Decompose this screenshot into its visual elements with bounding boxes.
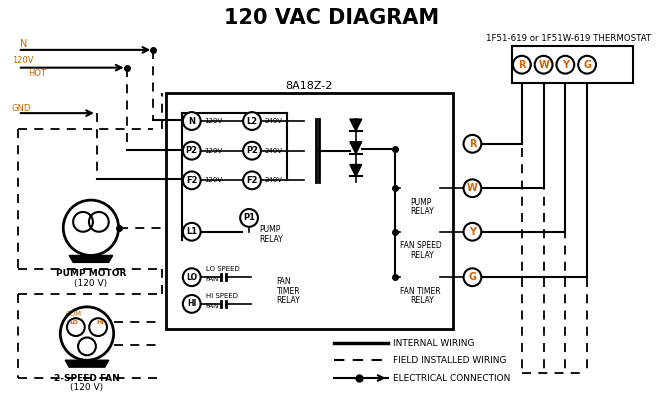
Text: N: N — [20, 39, 27, 49]
Circle shape — [243, 171, 261, 189]
Text: HOT: HOT — [27, 69, 46, 78]
Text: (120 V): (120 V) — [74, 279, 107, 287]
Text: 120V: 120V — [204, 147, 222, 154]
Text: FAN: FAN — [277, 277, 291, 286]
Text: PUMP MOTOR: PUMP MOTOR — [56, 269, 126, 278]
Circle shape — [513, 56, 531, 74]
Circle shape — [183, 112, 200, 130]
Text: RELAY: RELAY — [410, 251, 434, 260]
Text: RELAY: RELAY — [410, 296, 434, 305]
Bar — [512, 46, 632, 83]
Text: LO: LO — [70, 320, 78, 325]
Text: RELAY: RELAY — [277, 296, 300, 305]
Circle shape — [183, 295, 200, 313]
Text: FAN TIMER: FAN TIMER — [400, 287, 441, 295]
Circle shape — [183, 223, 200, 241]
Text: Y: Y — [562, 59, 569, 70]
Text: HI: HI — [96, 320, 104, 325]
Text: LO SPEED: LO SPEED — [206, 266, 239, 272]
Text: RELAY: RELAY — [259, 235, 283, 244]
Text: GND: GND — [12, 103, 31, 113]
Text: TIMER: TIMER — [277, 287, 300, 295]
Text: G: G — [583, 59, 591, 70]
Text: 240V: 240V — [265, 177, 283, 184]
Text: R: R — [518, 59, 525, 70]
Text: PUMP: PUMP — [410, 198, 431, 207]
Circle shape — [535, 56, 553, 74]
Circle shape — [183, 142, 200, 160]
Circle shape — [464, 223, 481, 241]
Polygon shape — [350, 142, 362, 154]
Text: F2: F2 — [186, 176, 198, 185]
Text: 2-SPEED FAN: 2-SPEED FAN — [54, 373, 120, 383]
Text: L1: L1 — [186, 227, 197, 236]
Text: ELECTRICAL CONNECTION: ELECTRICAL CONNECTION — [393, 373, 511, 383]
Text: P2: P2 — [186, 146, 198, 155]
Circle shape — [243, 112, 261, 130]
Polygon shape — [350, 119, 362, 131]
Circle shape — [464, 135, 481, 153]
Polygon shape — [65, 360, 109, 367]
Text: P1: P1 — [243, 213, 255, 222]
Text: R: R — [469, 139, 476, 149]
Text: Y: Y — [469, 227, 476, 237]
Text: 120V: 120V — [204, 177, 222, 184]
Circle shape — [464, 268, 481, 286]
Text: L2: L2 — [247, 116, 257, 126]
Circle shape — [240, 209, 258, 227]
Text: COM: COM — [65, 311, 81, 317]
Circle shape — [464, 179, 481, 197]
Text: FAN: FAN — [206, 276, 219, 282]
Text: HI: HI — [187, 300, 196, 308]
Text: 240V: 240V — [265, 147, 283, 154]
Text: W: W — [467, 183, 478, 193]
Polygon shape — [350, 165, 362, 176]
Text: 120V: 120V — [204, 118, 222, 124]
Text: PUMP: PUMP — [259, 225, 280, 234]
Text: P2: P2 — [246, 146, 258, 155]
Text: FAN: FAN — [206, 303, 219, 309]
Text: G: G — [468, 272, 476, 282]
Polygon shape — [69, 256, 113, 262]
Circle shape — [183, 171, 200, 189]
Circle shape — [243, 142, 261, 160]
Text: W: W — [538, 59, 549, 70]
Circle shape — [578, 56, 596, 74]
Text: N: N — [188, 116, 195, 126]
Text: 1F51-619 or 1F51W-619 THERMOSTAT: 1F51-619 or 1F51W-619 THERMOSTAT — [486, 34, 651, 42]
Text: INTERNAL WIRING: INTERNAL WIRING — [393, 339, 475, 348]
Text: FAN SPEED: FAN SPEED — [400, 241, 442, 250]
Text: 120V: 120V — [12, 56, 34, 65]
Text: 120 VAC DIAGRAM: 120 VAC DIAGRAM — [224, 8, 439, 28]
Text: RELAY: RELAY — [410, 207, 434, 217]
Text: FIELD INSTALLED WIRING: FIELD INSTALLED WIRING — [393, 356, 507, 365]
Text: (120 V): (120 V) — [70, 383, 104, 393]
Text: LO: LO — [186, 273, 197, 282]
Bar — [166, 93, 453, 328]
Text: 8A18Z-2: 8A18Z-2 — [285, 81, 333, 91]
Text: F2: F2 — [247, 176, 258, 185]
Circle shape — [557, 56, 574, 74]
Circle shape — [183, 268, 200, 286]
Text: HI SPEED: HI SPEED — [206, 293, 238, 299]
Text: 240V: 240V — [265, 118, 283, 124]
